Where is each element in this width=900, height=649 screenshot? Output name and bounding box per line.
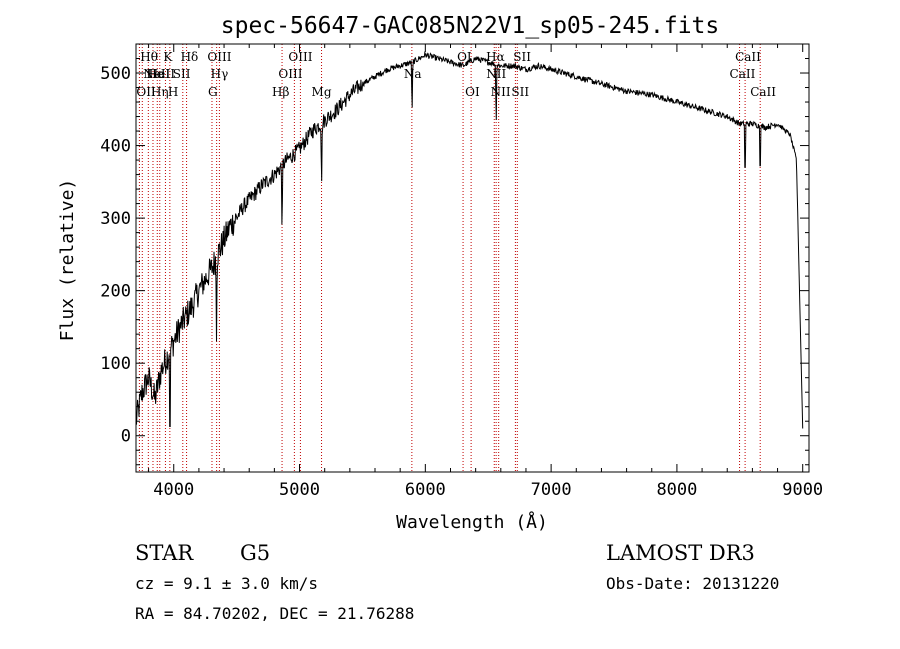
y-axis-label: Flux (relative) [57,179,78,342]
spectral-line-label: CaII [735,50,761,64]
spectral-line-label: G [208,85,218,99]
spectral-line-label: OIII [207,50,231,64]
spectral-line-label: He [146,67,164,81]
spectral-line-label: Hβ [272,85,289,99]
survey-name: LAMOST DR3 [606,541,755,565]
spectral-line-label: H [168,85,178,99]
spectral-line-label: K [163,50,173,64]
spectral-line-label: Mg [312,85,332,99]
spectrum-line [135,50,804,429]
spectral-line-label: Hα [486,50,505,64]
spectral-line-label: SII [513,50,531,64]
x-axis-ticks: 4000 5000 6000 7000 8000 9000 [148,44,823,500]
y-tick-label: 300 [100,209,131,229]
y-tick-label: 500 [100,64,131,84]
coordinates: RA = 84.70202, DEC = 21.76288 [135,604,414,623]
x-tick-label: 5000 [279,480,320,500]
x-tick-label: 8000 [656,480,697,500]
spectral-line-label: OII [136,85,156,99]
x-axis-label: Wavelength (Å) [396,511,548,533]
spectral-line-label: OIII [278,67,302,81]
spectral-line-label: NII [491,85,511,99]
spectral-line-label: OI [457,50,472,64]
y-tick-label: 0 [121,427,131,447]
plot-frame [135,43,810,473]
y-tick-label: 200 [100,282,131,302]
spectral-line-label: Hθ [140,50,158,64]
y-tick-label: 400 [100,137,131,157]
x-tick-label: 4000 [153,480,194,500]
spectral-line-label: NeIII [143,67,175,81]
spectral-line-label: SII [173,67,191,81]
spectral-line-label: Hδ [181,50,199,64]
observation-date: Obs-Date: 20131220 [606,574,779,593]
chart-title: spec-56647-GAC085N22V1_sp05-245.fits [221,13,720,39]
spectral-line-label: OI [465,85,480,99]
x-tick-label: 6000 [405,480,446,500]
spectral-line-label: CaII [750,85,776,99]
spectral-line-label: Hγ [211,67,229,81]
spectral-line-label: HeI [148,67,171,81]
y-tick-label: 100 [100,354,131,374]
spectral-line-label: CaII [730,67,756,81]
y-axis-ticks: 0 100 200 300 400 500 [100,43,809,466]
spectral-line-markers [138,44,761,472]
object-subclass: G5 [240,541,270,565]
x-tick-label: 9000 [782,480,823,500]
spectral-line-label: Hη [151,85,169,99]
object-class: STAR [135,541,194,565]
x-tick-label: 7000 [531,480,572,500]
redshift-velocity: cz = 9.1 ± 3.0 km/s [135,574,318,593]
spectral-line-label: OIII [288,50,312,64]
spectral-line-label: SII [511,85,529,99]
